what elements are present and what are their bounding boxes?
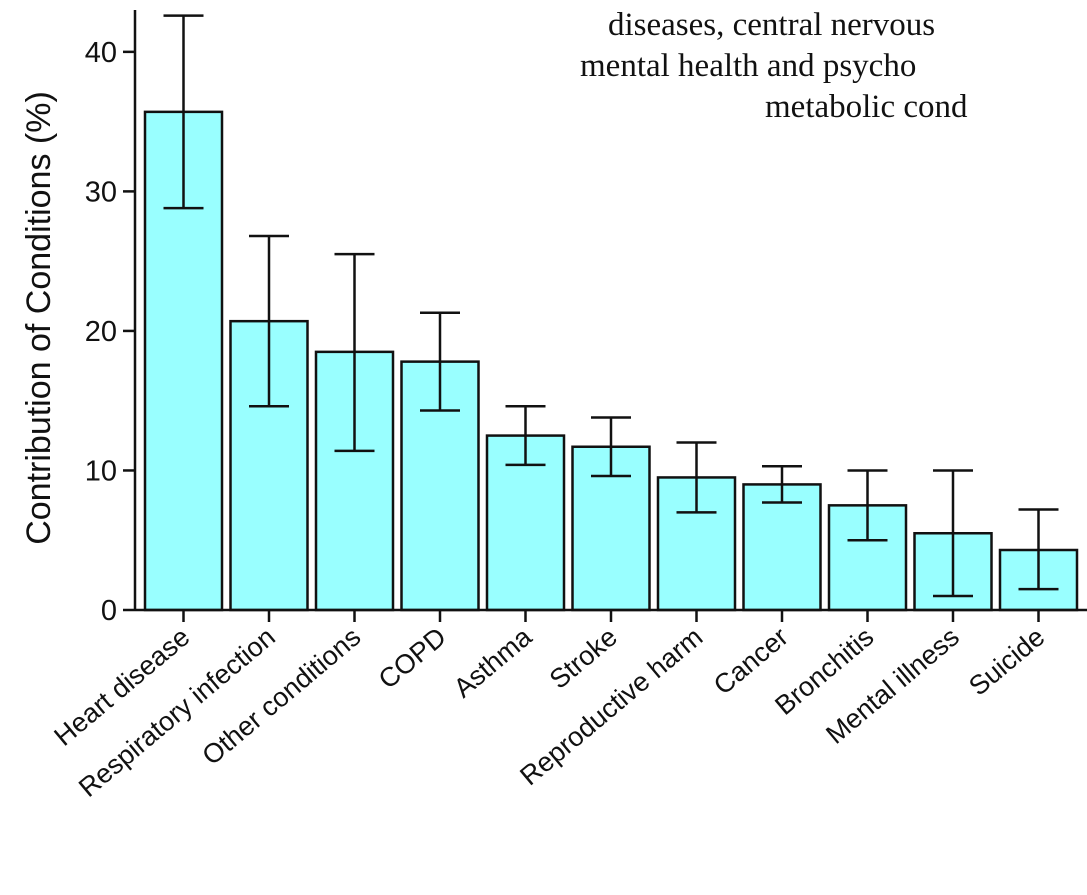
bars-layer <box>143 110 1079 612</box>
annotation-line-2: mental health and psycho <box>580 48 917 84</box>
bar-7 <box>742 483 822 612</box>
y-tick-label-1: 10 <box>85 455 117 487</box>
bar-3 <box>400 360 480 612</box>
x-tick-label-5: Stroke <box>544 622 623 695</box>
x-tick-label-10: Suicide <box>963 622 1050 702</box>
y-ticks-layer: 0 10 20 30 40 <box>85 37 135 627</box>
y-axis-label: Contribution of Conditions (%) <box>20 91 58 545</box>
y-tick-label-2: 20 <box>85 316 117 348</box>
annotation-line-1: diseases, central nervous <box>608 7 936 43</box>
annotation-line-3: metabolic cond <box>765 89 968 125</box>
y-tick-label-4: 40 <box>85 37 117 69</box>
x-tick-label-2: Other conditions <box>196 622 366 771</box>
x-tick-label-4: Asthma <box>448 621 538 703</box>
y-tick-label-3: 30 <box>85 176 117 208</box>
y-tick-label-0: 0 <box>101 595 117 627</box>
error-bars-layer <box>163 14 1059 598</box>
x-tick-label-3: COPD <box>373 622 452 695</box>
